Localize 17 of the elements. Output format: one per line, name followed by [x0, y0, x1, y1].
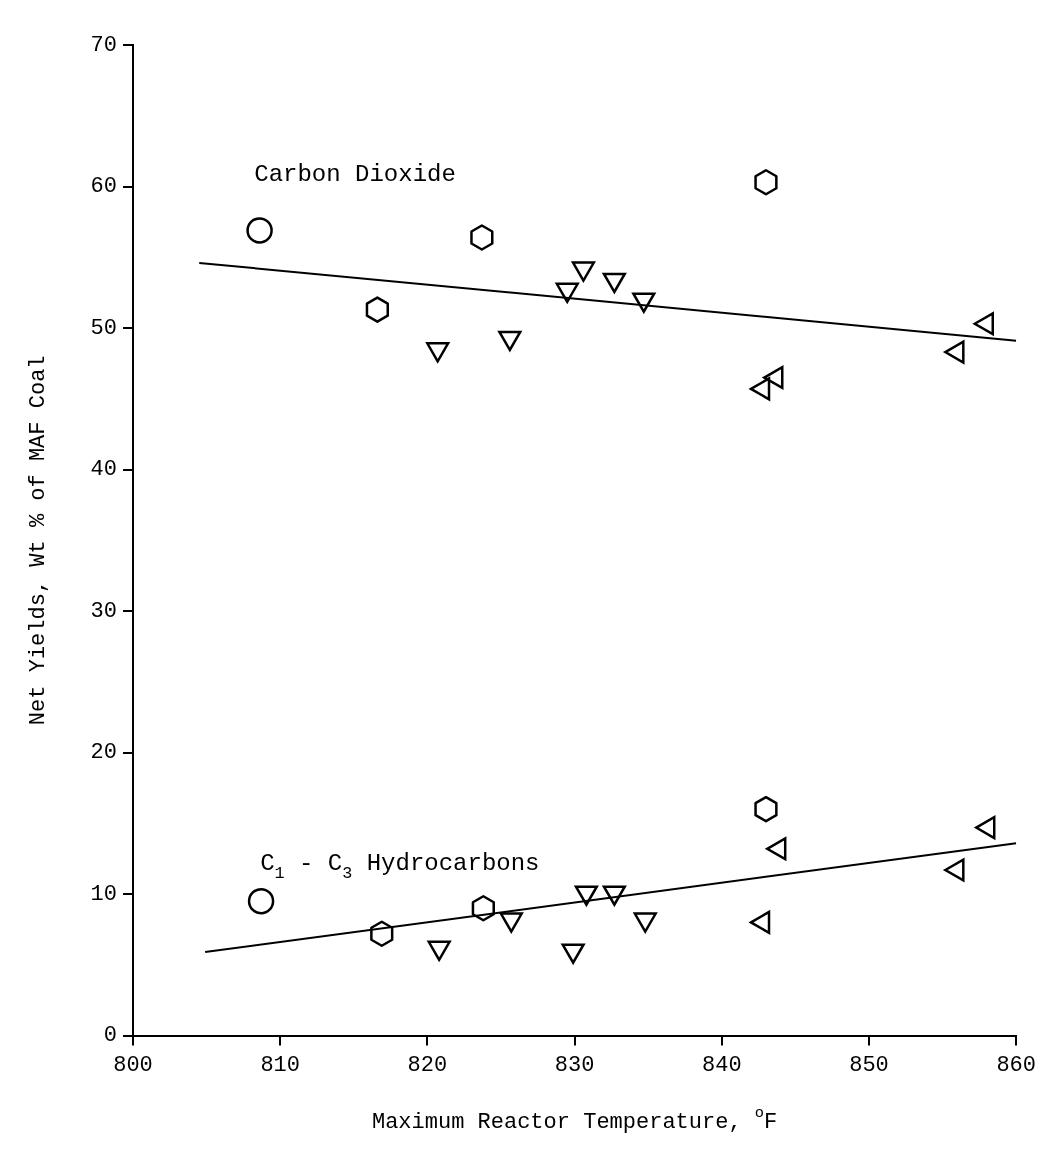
- y-tick-label: 40: [90, 457, 117, 483]
- y-tick-label: 50: [90, 315, 117, 341]
- y-axis-title: Net Yields, Wt % of MAF Coal: [25, 355, 51, 726]
- y-tick-label: 20: [90, 740, 117, 766]
- y-tick-label: 70: [90, 32, 117, 58]
- x-tick-label: 810: [260, 1052, 300, 1078]
- y-tick-label: 30: [90, 598, 117, 624]
- annotation: Carbon Dioxide: [254, 161, 456, 189]
- x-tick-label: 840: [701, 1052, 742, 1078]
- y-tick-label: 0: [103, 1023, 117, 1049]
- x-tick-label: 850: [849, 1052, 889, 1078]
- y-tick-label: 10: [90, 881, 117, 907]
- x-tick-label: 800: [113, 1052, 153, 1078]
- x-tick-label: 820: [407, 1052, 448, 1078]
- x-tick-label: 830: [554, 1052, 595, 1078]
- x-tick-label: 860: [996, 1052, 1036, 1078]
- y-tick-label: 60: [90, 174, 117, 200]
